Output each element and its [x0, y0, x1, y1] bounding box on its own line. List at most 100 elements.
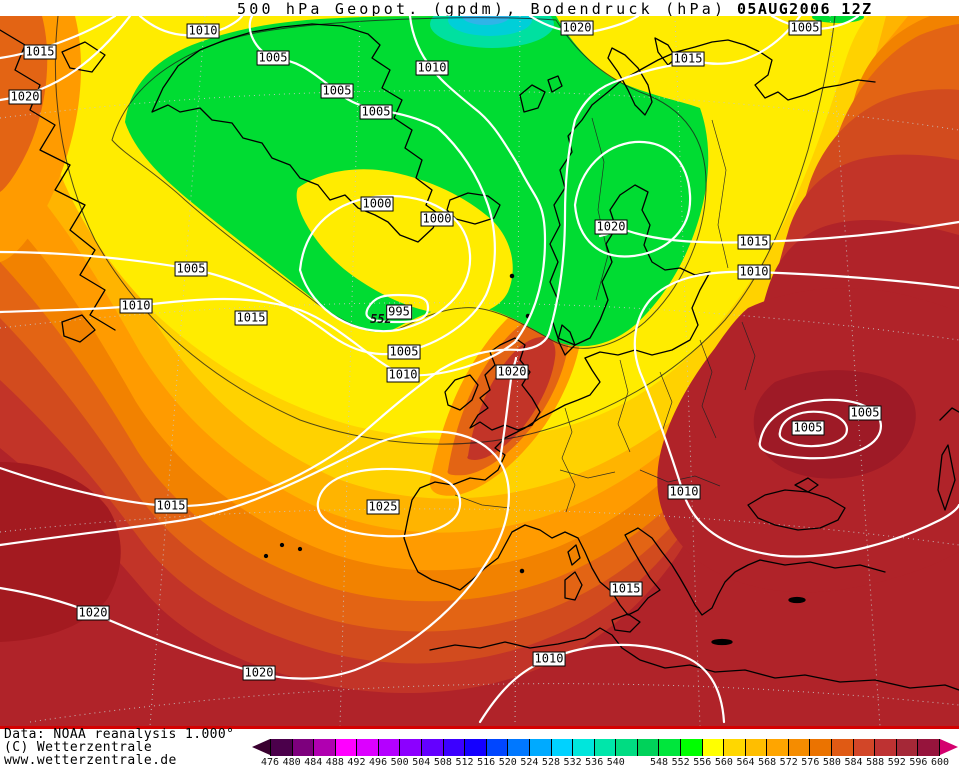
colorbar-tick-596: 596 [909, 757, 928, 768]
height-contours [54, 16, 836, 445]
footer-separator-line [0, 726, 959, 729]
colorbar-tick-496: 496 [369, 757, 388, 768]
colorbar-cell [767, 739, 789, 756]
colorbar-cell [508, 739, 530, 756]
isobar-label-1015: 1015 [23, 44, 57, 60]
isobar-label-1010: 1010 [532, 651, 566, 667]
colorbar-tick-508: 508 [433, 757, 452, 768]
colorbar-cell [832, 739, 854, 756]
island-azores-3 [263, 553, 269, 559]
colorbar-cell [853, 739, 876, 756]
isobar-label-1005: 1005 [359, 104, 393, 120]
colorbar-cell [357, 739, 379, 756]
coast-crimea [794, 477, 819, 493]
coast-baltic [557, 184, 711, 359]
isobar-label-1005: 1005 [848, 405, 882, 421]
colorbar-cell [659, 739, 681, 756]
coast-crete [711, 638, 733, 646]
isobar-1010-greenland-top [138, 16, 244, 37]
coast-turkey-south [759, 559, 886, 573]
colorbar-cell [745, 739, 768, 756]
coast-caspian [937, 407, 959, 511]
colorbar-cell [422, 739, 444, 756]
isobar-1015-long [0, 16, 802, 508]
isobar-label-1010: 1010 [386, 367, 420, 383]
coast-baffin [61, 41, 106, 73]
colorbar-cell [810, 739, 833, 756]
isobar-label-1015: 1015 [154, 498, 188, 514]
colorbar-tick-520: 520 [498, 757, 517, 768]
isobar-1015-nw [0, 16, 117, 60]
isobar-label-1020: 1020 [242, 665, 276, 681]
colorbar-tick-564: 564 [736, 757, 755, 768]
colorbar-cell [378, 739, 401, 756]
colorbar-tick-484: 484 [304, 757, 323, 768]
isobar-label-1010: 1010 [667, 484, 701, 500]
coast-corsica [567, 544, 581, 566]
colorbar-cell [875, 739, 897, 756]
isobar-label-1010: 1010 [415, 60, 449, 76]
isobar-label-1015: 1015 [737, 234, 771, 250]
isobar-label-1010: 1010 [186, 23, 220, 39]
isobar-label-1005: 1005 [791, 420, 825, 436]
isobar-1020-ridge-hairpin [0, 430, 510, 680]
footer-website-link[interactable]: www.wetterzentrale.de [4, 753, 177, 768]
colorbar-cell [551, 739, 574, 756]
coast-sicily [611, 613, 641, 633]
isobar-label-1000: 1000 [420, 211, 454, 227]
colorbar-cell [702, 739, 725, 756]
colorbar-tick-552: 552 [671, 757, 690, 768]
weather-map [0, 16, 959, 726]
coast-canada [0, 29, 116, 331]
isobar-label-1005: 1005 [788, 20, 822, 36]
isobar-1010-med [478, 643, 726, 724]
isobar-label-1005: 1005 [320, 83, 354, 99]
colorbar-cell [400, 739, 423, 756]
map-datetime: 05AUG2006 12Z [737, 0, 873, 18]
footer-copyright: (C) Wetterzentrale [4, 740, 153, 755]
coast-sardinia [564, 571, 583, 601]
colorbar-tick-600: 600 [930, 757, 950, 768]
colorbar-cell [637, 739, 660, 756]
coast-denmark [557, 324, 576, 356]
isobar-label-1015: 1015 [671, 51, 705, 67]
isobar-label-1020: 1020 [8, 89, 42, 105]
colorbar-tick-548: 548 [650, 757, 669, 768]
colorbar-tick-528: 528 [541, 757, 560, 768]
isobar-1010-big [0, 16, 547, 377]
island-azores-2 [297, 546, 303, 552]
colorbar-tick-492: 492 [347, 757, 366, 768]
isobar-label-1000: 1000 [360, 196, 394, 212]
colorbar-cell [314, 739, 336, 756]
isobar-label-1015: 1015 [609, 581, 643, 597]
isobar-label-1005: 1005 [387, 344, 421, 360]
colorbar [270, 739, 940, 756]
colorbar-cell [486, 739, 509, 756]
map-title: 500 hPa Geopot. (gpdm), Bodendruck (hPa) [237, 0, 727, 18]
colorbar-tick-504: 504 [412, 757, 431, 768]
isobar-label-995: 995 [386, 304, 412, 320]
isobar-label-1005: 1005 [174, 261, 208, 277]
isobar-label-1010: 1010 [737, 264, 771, 280]
colorbar-tick-488: 488 [325, 757, 344, 768]
colorbar-tick-580: 580 [822, 757, 841, 768]
colorbar-cell [335, 739, 358, 756]
colorbar-tick-568: 568 [758, 757, 777, 768]
coastlines [0, 23, 959, 691]
isobar-1020-barents [528, 16, 640, 34]
island-azores-1 [279, 542, 285, 548]
isobar-label-1010: 1010 [119, 298, 153, 314]
isobar-label-1020: 1020 [495, 364, 529, 380]
colorbar-cell [443, 739, 466, 756]
isobar-1020-scand-loop [573, 140, 692, 258]
colorbar-cell [573, 739, 595, 756]
colorbar-tick-516: 516 [477, 757, 496, 768]
colorbar-tick-556: 556 [693, 757, 712, 768]
isobar-label-1020: 1020 [594, 219, 628, 235]
isobar-label-1020: 1020 [560, 20, 594, 36]
colorbar-cell [896, 739, 919, 756]
footer-credits: Data: NOAA reanalysis 1.000° (C) Wetterz… [4, 728, 234, 767]
isobar-label-1015: 1015 [234, 310, 268, 326]
coast-north-africa [429, 627, 959, 691]
